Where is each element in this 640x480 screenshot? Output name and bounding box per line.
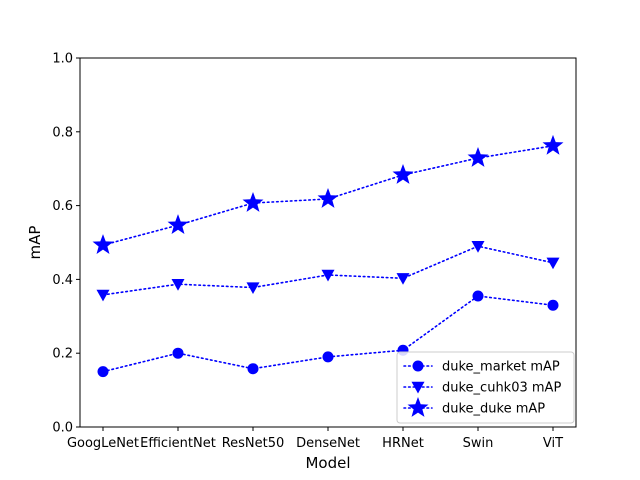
x-tick-label: DenseNet (296, 436, 360, 451)
y-axis-label: mAP (26, 226, 44, 260)
data-point (392, 163, 414, 184)
legend: duke_market mAP duke_cuhk03 mAP duke_duke … (396, 351, 575, 424)
legend-label: duke_cuhk03 mAP (442, 381, 561, 396)
data-point (546, 257, 560, 270)
data-point (247, 363, 259, 375)
legend-box (396, 351, 575, 424)
y-tick-label: 1.0 (52, 52, 73, 67)
x-tick-label: ViT (543, 436, 563, 451)
x-axis-ticks: GoogLeNet EfficientNet ResNet50 DenseNet HRN… (67, 427, 563, 451)
data-point (92, 234, 114, 254)
data-point (472, 290, 484, 302)
data-point (167, 214, 189, 235)
data-point (242, 192, 264, 212)
data-point (467, 147, 489, 167)
y-tick-label: 0.8 (52, 125, 73, 140)
legend-entry: duke_market mAP (403, 360, 560, 375)
y-tick-label: 0.6 (52, 199, 73, 214)
plot-area (92, 134, 564, 378)
series-2 (96, 240, 560, 302)
legend-label: duke_market mAP (442, 360, 560, 375)
y-tick-label: 0.4 (52, 273, 73, 288)
data-point (547, 299, 559, 311)
data-point (172, 347, 184, 359)
y-axis-ticks: 0.0 0.2 0.4 0.6 0.8 1.0 (52, 52, 80, 436)
series-1 (97, 290, 559, 378)
x-tick-label: EfficientNet (140, 436, 216, 451)
legend-entry: duke_duke mAP (403, 397, 545, 417)
data-point (96, 289, 110, 302)
legend-label: duke_duke mAP (442, 402, 545, 417)
legend-marker (407, 397, 429, 417)
legend-entry: duke_cuhk03 mAP (403, 381, 561, 396)
legend-marker (411, 381, 425, 394)
y-tick-label: 0.2 (52, 347, 73, 362)
data-point (97, 366, 109, 378)
x-tick-label: HRNet (382, 436, 424, 451)
x-tick-label: Swin (463, 436, 494, 451)
y-tick-label: 0.0 (52, 421, 73, 436)
series-3 (92, 134, 564, 254)
data-point (321, 269, 335, 282)
legend-marker (412, 360, 424, 372)
x-tick-label: GoogLeNet (67, 436, 139, 451)
data-point (396, 273, 410, 285)
data-point (471, 240, 485, 253)
data-point (317, 187, 339, 208)
x-axis-label: Model (305, 454, 350, 472)
data-point (542, 134, 564, 155)
data-point (246, 282, 260, 295)
x-tick-label: ResNet50 (222, 436, 285, 451)
data-point (171, 278, 185, 291)
data-point (322, 351, 334, 363)
